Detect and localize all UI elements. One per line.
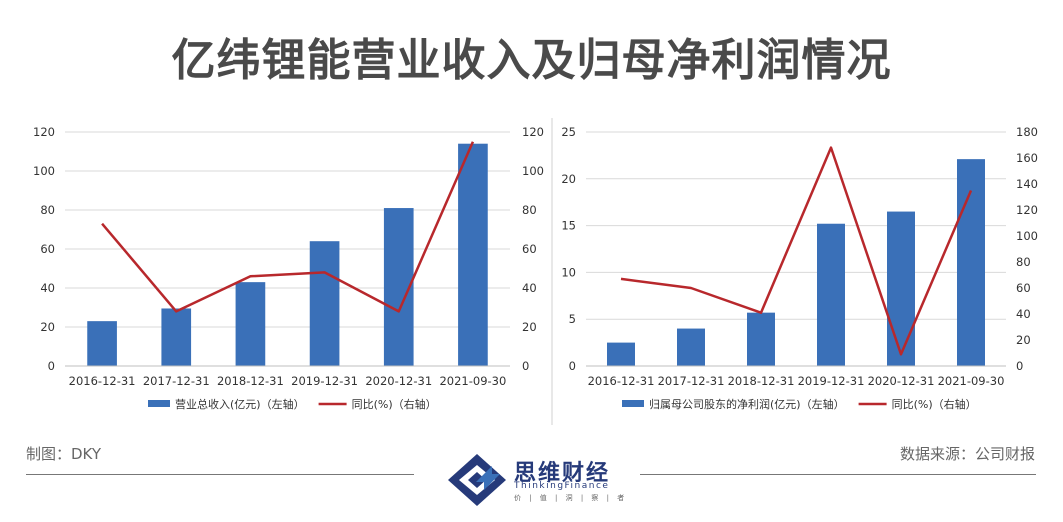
divider-left xyxy=(26,474,414,475)
y-left-tick-label: 120 xyxy=(33,125,55,139)
x-tick-label: 2020-12-31 xyxy=(868,374,935,388)
x-tick-label: 2018-12-31 xyxy=(217,374,284,388)
x-tick-label: 2019-12-31 xyxy=(291,374,358,388)
brand-logo: 思维财经 ThinkingFinance 价 | 值 | 洞 | 察 | 者 xyxy=(446,452,642,508)
y-right-tick-label: 60 xyxy=(522,242,537,256)
bar xyxy=(235,282,266,366)
bar xyxy=(87,321,117,366)
x-tick-label: 2021-09-30 xyxy=(439,374,506,388)
y-right-tick-label: 0 xyxy=(1016,359,1023,373)
y-left-tick-label: 5 xyxy=(569,312,576,326)
x-tick-label: 2020-12-31 xyxy=(365,374,432,388)
yoy-line xyxy=(101,141,475,313)
brand-name: 思维财经 xyxy=(514,461,611,486)
y-left-tick-label: 10 xyxy=(561,265,576,279)
x-tick-label: 2017-12-31 xyxy=(143,374,210,388)
y-right-tick-label: 40 xyxy=(1016,307,1031,321)
bar xyxy=(458,143,488,366)
y-left-tick-label: 25 xyxy=(561,125,576,139)
y-right-tick-label: 80 xyxy=(522,203,537,217)
y-right-tick-label: 20 xyxy=(522,320,537,334)
source-text: 数据来源：公司财报 xyxy=(899,445,1035,463)
x-tick-label: 2021-09-30 xyxy=(938,374,1005,388)
bar xyxy=(817,223,845,366)
y-left-tick-label: 0 xyxy=(48,359,55,373)
y-right-tick-label: 120 xyxy=(1016,203,1038,217)
legend-label-line: 同比(%)（右轴） xyxy=(352,397,437,411)
y-right-tick-label: 20 xyxy=(1016,333,1031,347)
y-left-tick-label: 100 xyxy=(33,164,55,178)
y-right-tick-label: 80 xyxy=(1016,255,1031,269)
y-right-tick-label: 160 xyxy=(1016,151,1038,165)
x-tick-label: 2018-12-31 xyxy=(728,374,795,388)
legend-swatch-bar xyxy=(622,400,644,407)
legend-label-bar: 归属母公司股东的净利润(亿元)（左轴） xyxy=(649,397,845,411)
bar xyxy=(957,159,985,366)
page-title: 亿纬锂能营业收入及归母净利润情况 xyxy=(171,35,892,86)
y-left-tick-label: 80 xyxy=(40,203,55,217)
bar xyxy=(677,328,705,366)
legend-swatch-bar xyxy=(148,400,170,407)
x-tick-label: 2016-12-31 xyxy=(588,374,655,388)
legend-label-bar: 营业总收入(亿元)（左轴） xyxy=(175,397,305,411)
y-left-tick-label: 20 xyxy=(40,320,55,334)
x-tick-label: 2017-12-31 xyxy=(658,374,725,388)
bar xyxy=(887,211,915,366)
y-right-tick-label: 140 xyxy=(1016,177,1038,191)
y-left-tick-label: 20 xyxy=(561,172,576,186)
brand-mark-icon xyxy=(448,454,506,506)
bar xyxy=(309,241,340,366)
charts-canvas: 0204060801001200204060801001202016-12-31… xyxy=(33,118,1038,425)
y-left-tick-label: 40 xyxy=(40,281,55,295)
bar xyxy=(161,308,192,366)
divider-right xyxy=(640,474,1036,475)
y-right-tick-label: 100 xyxy=(1016,229,1038,243)
brand-name-en: ThinkingFinance xyxy=(514,481,610,491)
y-right-tick-label: 40 xyxy=(522,281,537,295)
credit-text: 制图：DKY xyxy=(26,445,102,463)
brand-slogan: 价 | 值 | 洞 | 察 | 者 xyxy=(514,494,628,502)
y-left-tick-label: 15 xyxy=(561,219,576,233)
bar xyxy=(607,342,635,366)
y-left-tick-label: 60 xyxy=(40,242,55,256)
x-tick-label: 2019-12-31 xyxy=(798,374,865,388)
y-right-tick-label: 0 xyxy=(522,359,529,373)
y-right-tick-label: 180 xyxy=(1016,125,1038,139)
yoy-line xyxy=(620,146,973,356)
y-right-tick-label: 120 xyxy=(522,125,544,139)
bar xyxy=(747,312,775,366)
y-right-tick-label: 100 xyxy=(522,164,544,178)
legend-label-line: 同比(%)（右轴） xyxy=(892,397,977,411)
y-left-tick-label: 0 xyxy=(569,359,576,373)
y-right-tick-label: 60 xyxy=(1016,281,1031,295)
x-tick-label: 2016-12-31 xyxy=(69,374,136,388)
